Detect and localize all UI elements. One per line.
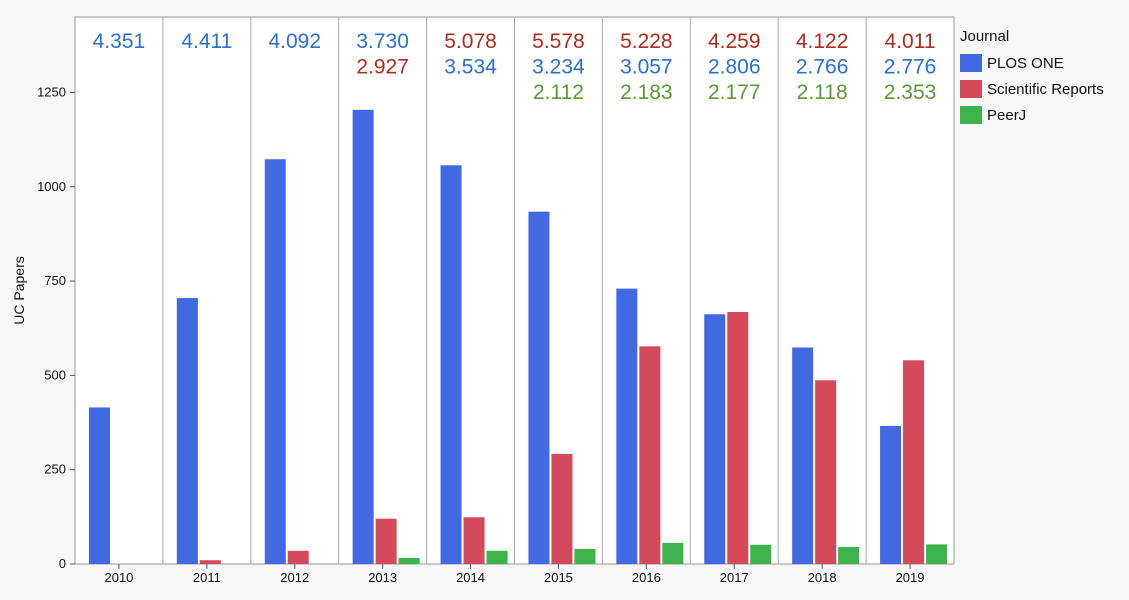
bar-plos-one (88, 407, 110, 564)
legend-swatch (960, 80, 982, 98)
x-tick-label: 2017 (720, 570, 749, 585)
y-tick-label: 500 (44, 367, 66, 382)
impact-factor-label: 3.534 (444, 56, 497, 79)
x-tick-label: 2012 (280, 570, 309, 585)
x-tick-label: 2016 (632, 570, 661, 585)
bar-scientific-reports (727, 312, 749, 564)
bar-plos-one (704, 314, 726, 564)
x-tick-label: 2010 (104, 570, 133, 585)
y-tick-label: 1000 (37, 179, 66, 194)
impact-factor-label: 3.730 (356, 30, 409, 53)
legend-label: PLOS ONE (987, 55, 1064, 72)
impact-factor-label: 5.578 (532, 30, 585, 53)
x-tick-label: 2019 (896, 570, 925, 585)
legend-label: PeerJ (987, 107, 1026, 124)
bar-scientific-reports (639, 346, 661, 564)
bar-peerj (750, 544, 772, 564)
bar-peerj (486, 550, 508, 564)
y-tick-label: 0 (59, 556, 66, 571)
y-tick-label: 750 (44, 273, 66, 288)
impact-factor-label: 2.118 (797, 81, 848, 104)
impact-factor-label: 2.353 (884, 81, 937, 104)
bar-plos-one (792, 347, 814, 564)
bar-peerj (838, 547, 860, 564)
legend-label: Scientific Reports (987, 81, 1104, 98)
x-tick-label: 2011 (193, 570, 221, 585)
impact-factor-label: 2.766 (796, 56, 849, 79)
impact-factor-label: 4.092 (268, 30, 321, 53)
impact-factor-label: 4.122 (796, 30, 849, 53)
impact-factor-label: 3.057 (620, 56, 673, 79)
bar-plos-one (264, 159, 286, 564)
bar-scientific-reports (199, 560, 221, 564)
x-tick-label: 2018 (808, 570, 837, 585)
legend-title: Journal (960, 28, 1009, 45)
impact-factor-label: 4.259 (708, 30, 761, 53)
legend-swatch (960, 54, 982, 72)
impact-factor-label: 3.234 (532, 56, 585, 79)
bar-plos-one (440, 165, 462, 564)
impact-factor-label: 2.776 (884, 56, 937, 79)
impact-factor-label: 4.351 (93, 30, 146, 53)
bar-plos-one (616, 288, 638, 564)
y-tick-label: 1250 (37, 84, 66, 99)
bar-plos-one (880, 425, 902, 564)
impact-factor-label: 4.011 (885, 30, 936, 53)
bar-peerj (398, 557, 420, 564)
y-tick-label: 250 (44, 462, 66, 477)
impact-factor-label: 5.228 (620, 30, 673, 53)
bar-scientific-reports (375, 518, 397, 564)
impact-factor-label: 2.806 (708, 56, 761, 79)
impact-factor-label: 2.927 (356, 56, 409, 79)
x-tick-label: 2015 (544, 570, 573, 585)
x-tick-label: 2013 (368, 570, 397, 585)
bar-peerj (662, 542, 684, 564)
impact-factor-label: 2.183 (620, 81, 673, 104)
x-tick-label: 2014 (456, 570, 485, 585)
bar-scientific-reports (463, 517, 485, 564)
bar-scientific-reports (287, 550, 309, 564)
bar-peerj (926, 544, 948, 564)
bar-scientific-reports (903, 360, 925, 564)
impact-factor-label: 2.177 (708, 81, 761, 104)
y-axis-title: UC Papers (11, 256, 27, 324)
bar-peerj (574, 548, 596, 564)
bar-plos-one (352, 109, 374, 564)
bar-plos-one (528, 211, 550, 564)
bar-scientific-reports (815, 380, 837, 564)
impact-factor-label: 5.078 (444, 30, 497, 53)
impact-factor-label: 4.411 (181, 30, 232, 53)
bar-scientific-reports (551, 453, 573, 564)
impact-factor-label: 2.112 (533, 81, 584, 104)
legend-swatch (960, 106, 982, 124)
bar-plos-one (176, 298, 198, 564)
